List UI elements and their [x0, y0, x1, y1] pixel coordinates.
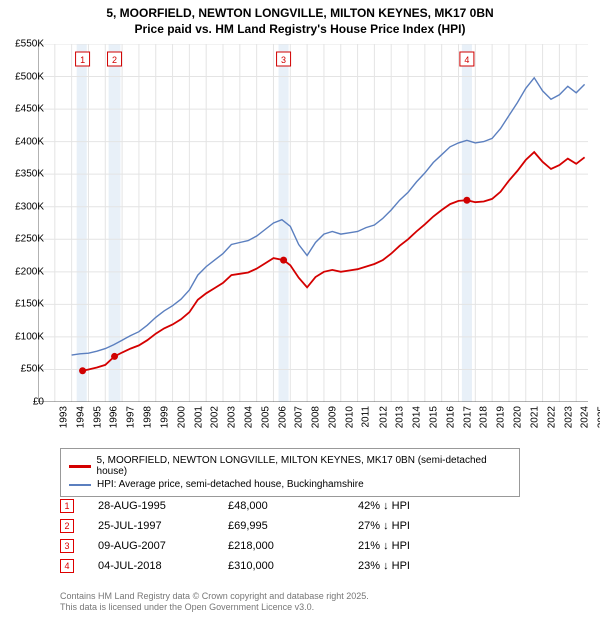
x-tick-label: 2001 [193, 406, 204, 428]
sale-price: £218,000 [228, 540, 358, 552]
x-tick-label: 2000 [176, 406, 187, 428]
sale-relative: 27% ↓ HPI [358, 520, 438, 532]
x-tick-label: 2019 [496, 406, 507, 428]
x-tick-label: 2003 [226, 406, 237, 428]
sales-table: 1 28-AUG-1995£48,00042% ↓ HPI 2 25-JUL-1997… [60, 496, 438, 576]
x-tick-label: 1999 [159, 406, 170, 428]
footer-line2: This data is licensed under the Open Gov… [60, 602, 369, 614]
x-tick-label: 2024 [580, 406, 591, 428]
legend-row-price: 5, MOORFIELD, NEWTON LONGVILLE, MILTON K… [69, 455, 511, 477]
sale-relative: 23% ↓ HPI [358, 560, 438, 572]
x-tick-label: 2016 [445, 406, 456, 428]
x-tick-label: 2005 [260, 406, 271, 428]
legend-label-price: 5, MOORFIELD, NEWTON LONGVILLE, MILTON K… [97, 455, 511, 477]
svg-text:1: 1 [80, 55, 85, 65]
y-tick-label: £500K [4, 71, 44, 82]
y-tick-label: £350K [4, 169, 44, 180]
sale-date: 09-AUG-2007 [98, 540, 228, 552]
sale-date: 04-JUL-2018 [98, 560, 228, 572]
chart-title: 5, MOORFIELD, NEWTON LONGVILLE, MILTON K… [0, 0, 600, 37]
sale-price: £48,000 [228, 500, 358, 512]
x-tick-label: 2018 [479, 406, 490, 428]
x-tick-label: 2012 [378, 406, 389, 428]
x-tick-label: 2004 [243, 406, 254, 428]
x-tick-label: 2020 [512, 406, 523, 428]
svg-text:2: 2 [112, 55, 117, 65]
legend-label-hpi: HPI: Average price, semi-detached house,… [97, 479, 364, 490]
x-tick-label: 2023 [563, 406, 574, 428]
sale-relative: 21% ↓ HPI [358, 540, 438, 552]
x-tick-label: 2009 [327, 406, 338, 428]
x-tick-label: 2006 [277, 406, 288, 428]
footer-attribution: Contains HM Land Registry data © Crown c… [60, 591, 369, 614]
sale-price: £69,995 [228, 520, 358, 532]
sale-relative: 42% ↓ HPI [358, 500, 438, 512]
y-tick-label: £100K [4, 331, 44, 342]
y-tick-label: £450K [4, 104, 44, 115]
x-tick-label: 1996 [109, 406, 120, 428]
legend-swatch-price [69, 465, 91, 468]
sale-marker: 4 [60, 559, 74, 573]
x-tick-label: 2025 [596, 406, 600, 428]
x-tick-label: 1993 [58, 406, 69, 428]
sale-row: 2 25-JUL-1997£69,99527% ↓ HPI [60, 516, 438, 536]
x-tick-label: 1995 [92, 406, 103, 428]
sale-row: 1 28-AUG-1995£48,00042% ↓ HPI [60, 496, 438, 516]
svg-text:4: 4 [464, 55, 469, 65]
x-tick-label: 2011 [360, 406, 371, 428]
sale-date: 25-JUL-1997 [98, 520, 228, 532]
title-line1: 5, MOORFIELD, NEWTON LONGVILLE, MILTON K… [0, 6, 600, 22]
title-line2: Price paid vs. HM Land Registry's House … [0, 22, 600, 38]
x-tick-label: 1994 [75, 406, 86, 428]
legend-swatch-hpi [69, 484, 91, 486]
x-tick-label: 2007 [294, 406, 305, 428]
y-tick-label: £200K [4, 266, 44, 277]
y-tick-label: £300K [4, 201, 44, 212]
sale-marker: 1 [60, 499, 74, 513]
sale-date: 28-AUG-1995 [98, 500, 228, 512]
chart-svg: 1 2 3 4 [38, 44, 588, 402]
x-tick-label: 2010 [344, 406, 355, 428]
x-tick-label: 2008 [311, 406, 322, 428]
x-tick-label: 1998 [142, 406, 153, 428]
x-tick-label: 2014 [411, 406, 422, 428]
svg-text:3: 3 [281, 55, 286, 65]
sale-marker: 3 [60, 539, 74, 553]
x-tick-label: 1997 [126, 406, 137, 428]
y-tick-label: £550K [4, 39, 44, 50]
x-tick-label: 2017 [462, 406, 473, 428]
y-tick-label: £50K [4, 364, 44, 375]
x-tick-label: 2021 [529, 406, 540, 428]
legend: 5, MOORFIELD, NEWTON LONGVILLE, MILTON K… [60, 448, 520, 497]
y-tick-label: £0 [4, 397, 44, 408]
x-tick-label: 2002 [210, 406, 221, 428]
chart-container: 5, MOORFIELD, NEWTON LONGVILLE, MILTON K… [0, 0, 600, 620]
sale-marker: 2 [60, 519, 74, 533]
x-tick-label: 2015 [428, 406, 439, 428]
x-tick-label: 2013 [395, 406, 406, 428]
footer-line1: Contains HM Land Registry data © Crown c… [60, 591, 369, 603]
sale-row: 3 09-AUG-2007£218,00021% ↓ HPI [60, 536, 438, 556]
y-tick-label: £150K [4, 299, 44, 310]
x-tick-label: 2022 [546, 406, 557, 428]
sale-row: 4 04-JUL-2018£310,00023% ↓ HPI [60, 556, 438, 576]
y-tick-label: £400K [4, 136, 44, 147]
y-tick-label: £250K [4, 234, 44, 245]
chart-area: 1 2 3 4 [38, 44, 588, 402]
sale-price: £310,000 [228, 560, 358, 572]
legend-row-hpi: HPI: Average price, semi-detached house,… [69, 479, 511, 490]
